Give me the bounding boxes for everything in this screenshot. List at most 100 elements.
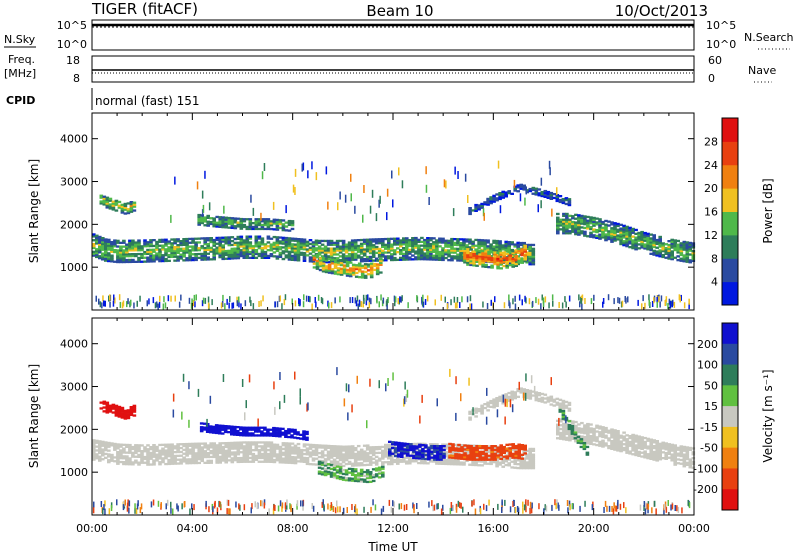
data-cell — [492, 198, 496, 201]
data-cell — [508, 258, 512, 261]
data-cell — [562, 226, 566, 229]
data-cell — [414, 250, 418, 253]
data-cell — [402, 460, 406, 463]
data-cell — [403, 448, 407, 451]
data-cell — [338, 462, 343, 466]
data-cell — [387, 457, 391, 460]
data-cell — [625, 237, 629, 240]
speckle — [525, 186, 527, 195]
data-cell — [245, 249, 250, 252]
data-cell — [92, 458, 96, 461]
data-cell — [466, 261, 470, 264]
data-cell — [312, 256, 317, 259]
data-cell — [463, 253, 467, 256]
data-cell — [562, 438, 566, 441]
speckle — [349, 297, 351, 304]
data-cell — [475, 448, 479, 452]
data-cell — [371, 251, 376, 255]
data-cell — [525, 243, 529, 247]
data-cell — [435, 248, 439, 252]
data-cell — [176, 257, 180, 260]
data-cell — [263, 434, 267, 437]
data-cell — [122, 447, 126, 450]
data-cell — [227, 253, 232, 256]
data-cell — [236, 237, 241, 240]
data-cell — [507, 244, 511, 248]
data-cell — [197, 249, 201, 252]
data-cell — [564, 199, 569, 202]
data-cell — [266, 458, 271, 461]
data-cell — [140, 455, 144, 459]
data-cell — [498, 193, 502, 197]
data-cell — [146, 457, 150, 460]
data-cell — [143, 250, 147, 254]
data-cell — [146, 448, 150, 451]
data-cell — [522, 463, 526, 466]
data-cell — [203, 243, 207, 246]
data-cell — [233, 431, 237, 434]
data-cell — [257, 227, 262, 231]
data-cell — [197, 448, 201, 451]
data-cell — [272, 430, 276, 434]
data-cell — [366, 269, 371, 272]
data-cell — [197, 223, 201, 226]
data-cell — [98, 245, 102, 248]
data-cell — [269, 249, 274, 252]
data-cell — [164, 259, 168, 263]
data-cell — [625, 235, 629, 238]
data-cell — [236, 445, 241, 448]
data-cell — [616, 431, 620, 435]
data-cell — [206, 220, 210, 223]
data-cell — [667, 243, 671, 247]
speckle — [159, 295, 161, 302]
data-cell — [673, 248, 677, 252]
data-cell — [359, 260, 364, 263]
data-cell — [230, 453, 235, 456]
data-cell — [691, 460, 696, 464]
data-cell — [469, 456, 473, 459]
data-cell — [388, 440, 392, 443]
data-cell — [245, 445, 250, 448]
data-cell — [432, 460, 436, 463]
data-cell — [182, 443, 186, 446]
data-cell — [101, 237, 105, 240]
data-cell — [574, 428, 578, 431]
data-cell — [360, 266, 365, 269]
data-cell — [601, 426, 605, 429]
data-cell — [441, 460, 445, 464]
data-cell — [170, 447, 174, 450]
speckle — [464, 173, 467, 182]
data-cell — [194, 444, 198, 447]
data-cell — [126, 411, 131, 414]
data-cell — [221, 449, 225, 453]
data-cell — [266, 445, 271, 448]
speckle — [157, 303, 159, 310]
data-cell — [176, 255, 180, 258]
data-cell — [345, 270, 350, 273]
data-cell — [450, 243, 454, 246]
data-cell — [562, 424, 566, 427]
data-cell — [528, 457, 532, 460]
data-cell — [589, 222, 593, 225]
data-cell — [676, 462, 680, 465]
data-cell — [531, 457, 536, 460]
data-cell — [359, 456, 364, 459]
data-cell — [132, 410, 137, 413]
data-cell — [466, 251, 470, 255]
speckle — [158, 301, 161, 308]
data-cell — [634, 238, 638, 241]
data-cell — [456, 451, 460, 454]
data-cell — [489, 255, 493, 258]
speckle — [170, 295, 172, 302]
data-cell — [374, 240, 379, 243]
data-cell — [673, 450, 677, 453]
data-cell — [592, 433, 596, 436]
data-cell — [483, 239, 487, 242]
data-cell — [622, 244, 626, 247]
data-cell — [486, 456, 490, 460]
data-cell — [447, 245, 451, 248]
data-cell — [523, 244, 527, 247]
data-cell — [92, 244, 96, 248]
data-cell — [685, 448, 690, 451]
data-cell — [580, 218, 584, 221]
